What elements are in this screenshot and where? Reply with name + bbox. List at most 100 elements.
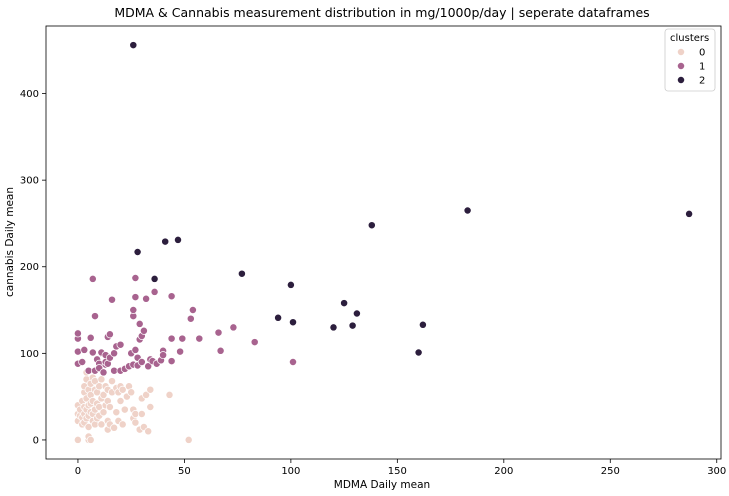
data-point-cluster-2 — [286, 280, 295, 289]
data-point-cluster-1 — [139, 326, 148, 335]
data-point-cluster-0 — [86, 435, 95, 444]
data-point-cluster-1 — [88, 348, 97, 357]
data-point-cluster-2 — [150, 274, 159, 283]
data-point-cluster-2 — [161, 237, 170, 246]
data-point-cluster-2 — [274, 313, 283, 322]
data-point-cluster-2 — [237, 269, 246, 278]
y-axis-title: cannabis Daily mean — [4, 187, 16, 297]
data-point-cluster-1 — [135, 319, 144, 328]
data-point-cluster-2 — [133, 248, 142, 256]
data-point-cluster-0 — [118, 385, 127, 394]
data-point-cluster-1 — [108, 295, 116, 304]
data-point-cluster-1 — [73, 347, 82, 356]
data-point-cluster-2 — [685, 209, 694, 218]
data-point-cluster-1 — [105, 330, 114, 339]
data-point-cluster-0 — [105, 403, 114, 411]
data-point-cluster-1 — [73, 329, 82, 338]
x-axis: 0 50 100 150 200 250 300 — [75, 459, 726, 477]
legend-title: clusters — [670, 33, 709, 44]
data-point-cluster-1 — [167, 292, 176, 301]
data-point-cluster-1 — [110, 349, 119, 358]
data-point-cluster-0 — [99, 390, 108, 399]
data-point-cluster-2 — [418, 320, 427, 329]
data-point-cluster-1 — [150, 287, 159, 296]
plot-frame — [45, 25, 722, 460]
data-point-cluster-0 — [120, 405, 129, 414]
x-tick-label: 300 — [707, 466, 726, 477]
data-point-cluster-0 — [112, 408, 121, 417]
data-point-cluster-1 — [289, 358, 297, 366]
data-point-cluster-1 — [99, 368, 108, 377]
data-point-cluster-0 — [184, 435, 193, 444]
data-point-cluster-1 — [186, 314, 195, 323]
data-point-cluster-2 — [340, 299, 349, 308]
data-point-cluster-1 — [131, 274, 140, 282]
data-point-cluster-1 — [167, 357, 176, 366]
data-point-cluster-0 — [131, 418, 140, 427]
data-point-cluster-1 — [88, 274, 97, 283]
data-point-cluster-1 — [131, 293, 140, 302]
data-point-cluster-0 — [73, 435, 82, 444]
data-point-cluster-2 — [348, 321, 357, 330]
data-point-cluster-0 — [118, 420, 127, 429]
y-tick-label: 100 — [20, 349, 39, 360]
y-tick-label: 400 — [20, 89, 39, 100]
data-point-cluster-2 — [463, 206, 472, 215]
chart-title: MDMA & Cannabis measurement distribution… — [114, 5, 649, 20]
data-point-cluster-0 — [116, 397, 125, 405]
x-tick-label: 150 — [388, 466, 407, 477]
data-point-cluster-1 — [167, 334, 176, 343]
x-axis-title: MDMA Daily mean — [334, 479, 430, 491]
data-point-cluster-1 — [229, 323, 238, 332]
x-tick-label: 50 — [178, 466, 191, 477]
data-point-cluster-1 — [129, 306, 138, 314]
data-points — [73, 41, 694, 444]
x-tick-label: 200 — [494, 466, 513, 477]
data-point-cluster-2 — [289, 318, 297, 327]
data-point-cluster-1 — [214, 328, 223, 337]
legend: clusters 0 1 2 — [664, 28, 716, 92]
data-point-cluster-0 — [99, 408, 108, 417]
data-point-cluster-1 — [116, 340, 125, 349]
legend-label: 0 — [699, 48, 705, 59]
x-tick-label: 0 — [75, 466, 81, 477]
legend-label: 2 — [699, 76, 705, 87]
legend-label: 1 — [699, 62, 705, 73]
x-tick-label: 100 — [281, 466, 300, 477]
data-point-cluster-1 — [216, 346, 225, 355]
data-point-cluster-0 — [127, 388, 136, 397]
data-point-cluster-0 — [165, 390, 174, 399]
data-point-cluster-2 — [129, 41, 138, 50]
data-point-cluster-0 — [144, 427, 153, 436]
legend-marker-0 — [677, 48, 685, 56]
data-point-cluster-1 — [91, 312, 99, 321]
legend-marker-1 — [677, 62, 685, 70]
data-point-cluster-0 — [146, 403, 155, 411]
data-point-cluster-1 — [188, 306, 197, 314]
data-point-cluster-1 — [78, 358, 87, 366]
data-point-cluster-1 — [250, 338, 259, 347]
data-point-cluster-0 — [108, 377, 116, 386]
data-point-cluster-0 — [110, 423, 119, 432]
data-point-cluster-0 — [97, 375, 106, 384]
data-point-cluster-2 — [367, 221, 376, 230]
data-point-cluster-1 — [178, 334, 187, 343]
y-tick-label: 0 — [33, 435, 39, 446]
y-tick-label: 300 — [20, 176, 39, 187]
data-point-cluster-1 — [195, 334, 204, 343]
data-point-cluster-2 — [174, 235, 182, 244]
data-point-cluster-1 — [176, 347, 185, 356]
data-point-cluster-2 — [414, 348, 423, 357]
data-point-cluster-1 — [86, 333, 95, 342]
data-point-cluster-0 — [142, 390, 151, 399]
data-point-cluster-0 — [137, 410, 146, 418]
data-point-cluster-1 — [159, 351, 168, 360]
data-point-cluster-2 — [352, 309, 361, 318]
legend-marker-2 — [677, 76, 685, 84]
data-point-cluster-1 — [137, 358, 146, 366]
data-point-cluster-0 — [146, 385, 155, 394]
y-tick-label: 200 — [20, 262, 39, 273]
data-point-cluster-1 — [131, 345, 140, 354]
legend-box — [664, 28, 716, 92]
data-point-cluster-1 — [80, 345, 89, 354]
